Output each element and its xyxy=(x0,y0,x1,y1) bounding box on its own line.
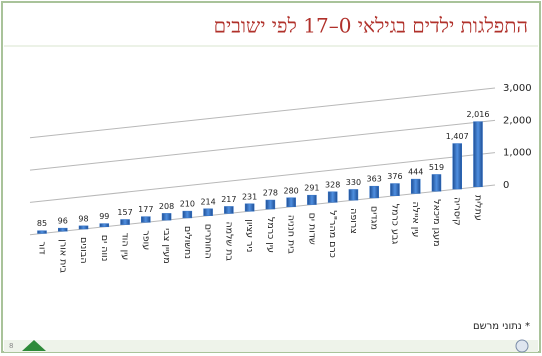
x-tick-label: עופר xyxy=(140,230,151,250)
x-tick-label: צרופה xyxy=(348,208,359,234)
value-label: 278 xyxy=(263,189,278,198)
chart-title: התפלגות ילדים בגילאי 0–17 לפי ישובים xyxy=(214,14,528,38)
x-tick-label: מעגן מיכאל xyxy=(431,199,442,246)
bar xyxy=(390,183,400,196)
x-tick-label: קיסריה xyxy=(452,197,463,226)
value-label: 2,016 xyxy=(467,110,490,119)
value-label: 177 xyxy=(138,205,153,214)
value-label: 96 xyxy=(58,217,68,226)
x-tick-label: מעיין צבי xyxy=(161,228,172,264)
bar xyxy=(410,178,421,194)
x-tick-label: בת שלמה xyxy=(223,221,234,261)
value-label: 1,407 xyxy=(446,132,469,141)
bar xyxy=(161,213,172,221)
value-label: 98 xyxy=(78,214,88,223)
x-tick-label: עתלית xyxy=(473,195,484,221)
x-tick-label: עין כרמל xyxy=(265,217,276,253)
x-tick-label: כרם מהר"ל xyxy=(327,210,338,258)
x-tick-label: עין איילה xyxy=(410,201,421,237)
bar xyxy=(473,121,483,188)
x-tick-label: דור xyxy=(37,241,48,254)
value-label: 291 xyxy=(304,184,319,193)
value-label: 444 xyxy=(408,168,423,177)
value-label: 328 xyxy=(325,180,340,189)
bar xyxy=(58,227,68,232)
value-label: 99 xyxy=(99,212,109,221)
y-tick-label: 2,000 xyxy=(503,115,532,126)
footnote: * נתוני מרשם xyxy=(473,321,530,332)
x-tick-label: נחשולים xyxy=(182,226,193,259)
bar xyxy=(99,223,110,228)
value-label: 376 xyxy=(387,172,402,181)
y-tick-label: 3,000 xyxy=(503,83,532,94)
footer-strip xyxy=(4,340,538,352)
bar xyxy=(141,216,151,223)
value-label: 210 xyxy=(180,200,195,209)
x-tick-label: בית חנניה xyxy=(286,215,297,255)
bar xyxy=(120,219,130,225)
page-number: 8 xyxy=(9,342,13,350)
x-tick-label: נווה ים xyxy=(99,235,110,262)
bar xyxy=(265,199,276,210)
bar xyxy=(348,189,359,201)
bar xyxy=(327,191,338,203)
plot: 0 1,000 2,000 3,000 דור 85 בית אורן 96 הבונים 98 נ… xyxy=(29,83,532,274)
x-tick-label: שדות ים xyxy=(306,213,317,245)
value-label: 519 xyxy=(429,163,444,172)
value-label: 280 xyxy=(284,186,299,195)
value-label: 231 xyxy=(242,192,257,201)
value-label: 214 xyxy=(200,197,215,206)
bar xyxy=(78,225,89,230)
bar xyxy=(244,203,255,212)
bar xyxy=(431,174,442,192)
grid-line xyxy=(29,119,496,171)
y-tick-label: 0 xyxy=(503,180,509,191)
bar xyxy=(224,206,234,214)
bar xyxy=(369,185,379,199)
bar xyxy=(37,230,47,234)
logo-triangle xyxy=(22,340,46,351)
value-label: 330 xyxy=(346,178,361,187)
x-tick-label: הבונים xyxy=(78,237,89,264)
x-tick-label: ניר עציון xyxy=(244,219,255,252)
value-label: 217 xyxy=(221,195,236,204)
x-tick-label: גבע כרמל xyxy=(389,204,400,245)
grid-line xyxy=(29,152,496,203)
grid-line xyxy=(29,87,496,139)
x-tick-label: מגדים xyxy=(369,206,380,230)
x-tick-label: בית אורן xyxy=(57,239,68,273)
x-tick-label: עין הוד xyxy=(120,233,131,261)
y-tick-label: 1,000 xyxy=(503,148,532,159)
bar xyxy=(203,208,213,216)
value-label: 85 xyxy=(37,219,47,228)
bar xyxy=(182,210,193,219)
bar xyxy=(286,197,296,208)
logo-right xyxy=(515,339,529,353)
value-label: 157 xyxy=(117,208,132,217)
bar xyxy=(452,143,462,190)
bar xyxy=(307,194,317,205)
value-label: 363 xyxy=(367,175,382,184)
value-label: 208 xyxy=(159,202,174,211)
x-tick-label: החותרים xyxy=(203,224,214,259)
